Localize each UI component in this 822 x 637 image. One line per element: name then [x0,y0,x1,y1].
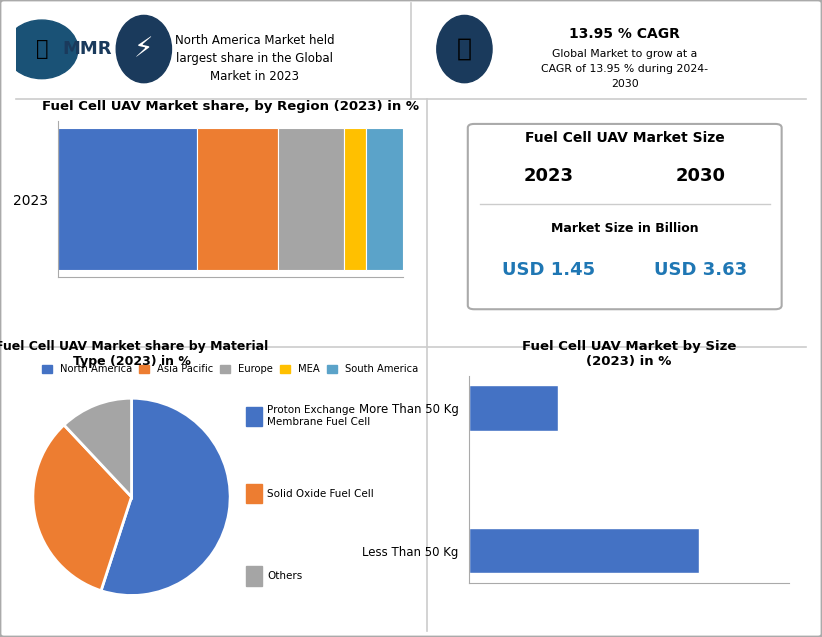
Text: Others: Others [267,571,302,581]
Bar [197,128,278,270]
Text: MMR: MMR [62,40,112,59]
Text: Proton Exchange
Membrane Fuel Cell: Proton Exchange Membrane Fuel Cell [267,405,371,427]
Text: USD 1.45: USD 1.45 [502,261,595,278]
Wedge shape [33,425,132,590]
Title: Fuel Cell UAV Market by Size
(2023) in %: Fuel Cell UAV Market by Size (2023) in % [522,340,736,368]
Text: Market Size in Billion: Market Size in Billion [551,222,699,235]
Circle shape [116,15,172,83]
Text: Solid Oxide Fuel Cell: Solid Oxide Fuel Cell [267,489,374,499]
Legend: North America, Asia Pacific, Europe, MEA, South America: North America, Asia Pacific, Europe, MEA… [38,360,423,378]
Text: 🔥: 🔥 [457,37,472,61]
Text: Fuel Cell UAV Market Size: Fuel Cell UAV Market Size [524,131,725,145]
Text: 🌍: 🌍 [35,39,48,59]
Bar [246,566,262,585]
Text: North America Market held
largest share in the Global
Market in 2023: North America Market held largest share … [175,34,335,83]
Title: Fuel Cell UAV Market share, by Region (2023) in %: Fuel Cell UAV Market share, by Region (2… [42,100,418,113]
Text: 2023: 2023 [524,167,574,185]
FancyBboxPatch shape [468,124,782,309]
Wedge shape [64,398,132,497]
Bar [366,128,403,270]
Bar [469,528,700,573]
Bar [469,385,558,431]
Title: Fuel Cell UAV Market share by Material
Type (2023) in %: Fuel Cell UAV Market share by Material T… [0,340,268,368]
Bar [246,484,262,503]
Bar [58,128,197,270]
Bar [246,406,262,426]
Text: Global Market to grow at a
CAGR of 13.95 % during 2024-
2030: Global Market to grow at a CAGR of 13.95… [541,49,709,89]
Bar [278,128,344,270]
Text: USD 3.63: USD 3.63 [654,261,747,278]
Circle shape [436,15,492,83]
Text: ⚡: ⚡ [134,35,154,63]
Text: 2030: 2030 [676,167,726,185]
Circle shape [6,20,78,79]
Bar [344,128,366,270]
Text: 13.95 % CAGR: 13.95 % CAGR [570,27,680,41]
Wedge shape [101,398,230,596]
